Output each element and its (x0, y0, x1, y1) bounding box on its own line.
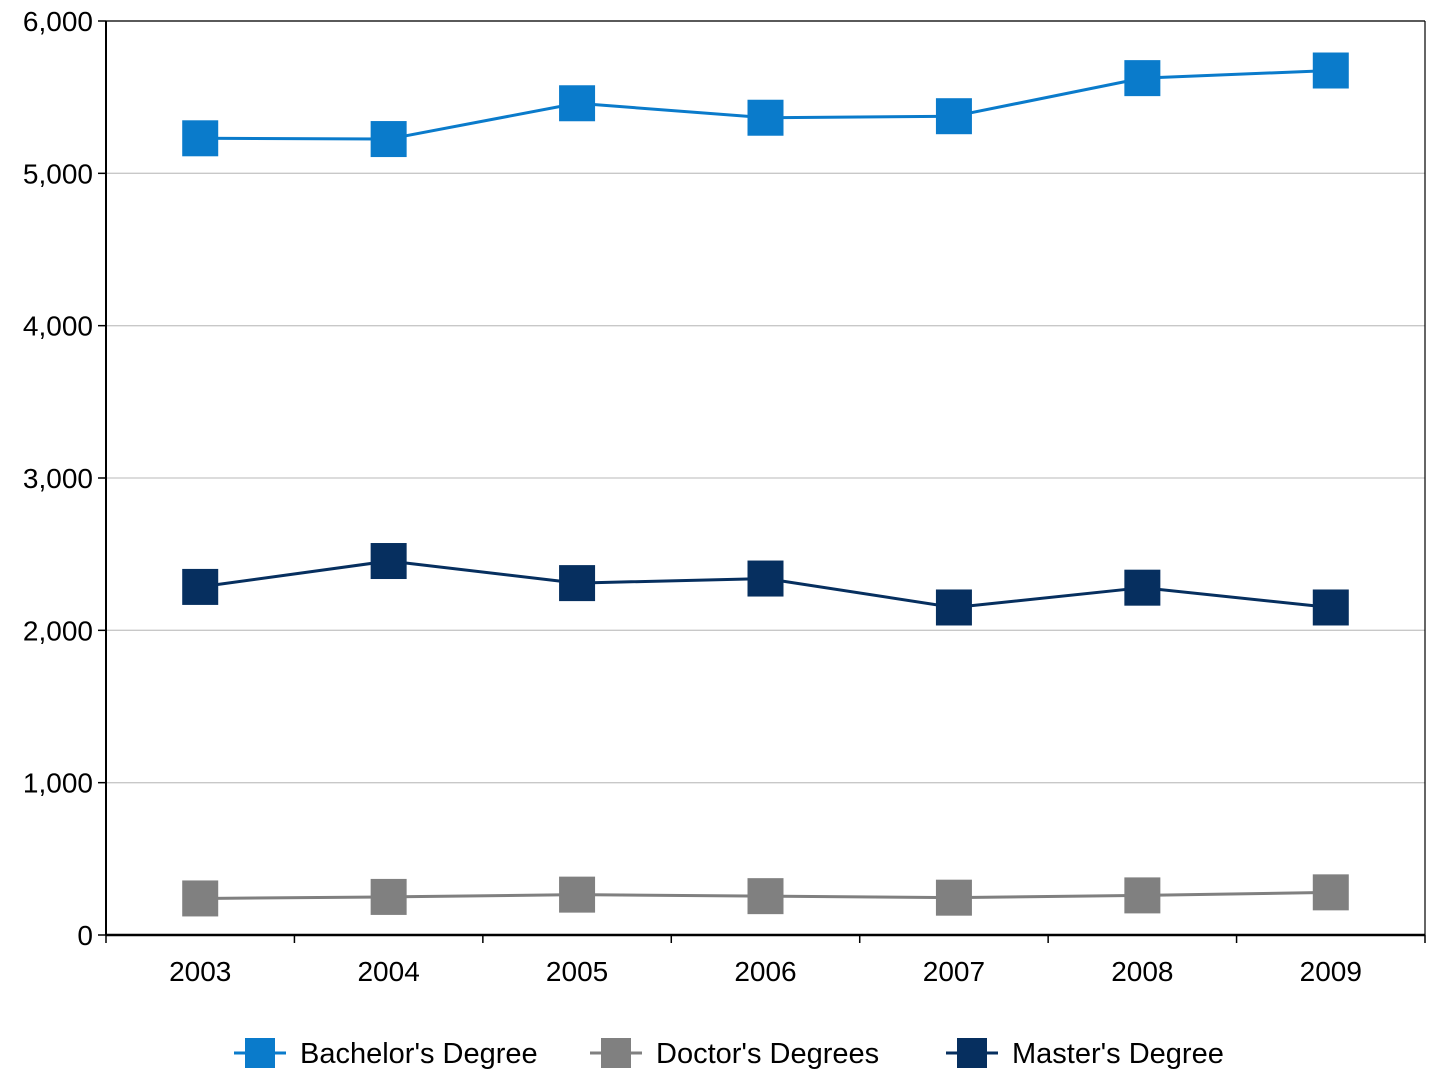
data-point-marker (370, 543, 407, 580)
x-tick-label: 2004 (357, 956, 419, 987)
legend-label: Master's Degree (1012, 1038, 1224, 1070)
legend: Bachelor's Degree Doctor's Degrees Master'… (234, 1038, 1224, 1070)
y-tick-label: 2,000 (23, 615, 93, 646)
legend-item-2: Master's Degree (946, 1038, 1224, 1070)
x-axis-tick-labels: 2003 2004 2005 2006 2007 2008 2009 (169, 956, 1362, 987)
data-point-marker (182, 568, 219, 605)
series-layer (182, 52, 1349, 917)
data-point-marker (747, 99, 784, 136)
series-1 (182, 874, 1349, 917)
y-tick-label: 3,000 (23, 463, 93, 494)
data-point-marker (370, 878, 407, 915)
data-point-marker (1124, 877, 1161, 914)
y-tick-label: 0 (77, 920, 93, 951)
y-tick-label: 4,000 (23, 311, 93, 342)
data-point-marker (935, 589, 972, 626)
y-axis-tick-labels: 0 1,000 2,000 3,000 4,000 5,000 6,000 (23, 6, 93, 951)
data-point-marker (1124, 569, 1161, 606)
x-tick-label: 2003 (169, 956, 231, 987)
data-point-marker (559, 876, 596, 913)
data-point-marker (935, 98, 972, 135)
data-point-marker (1312, 874, 1349, 911)
axes (98, 20, 1426, 943)
x-tick-label: 2006 (734, 956, 796, 987)
x-tick-label: 2009 (1300, 956, 1362, 987)
y-tick-label: 6,000 (23, 6, 93, 37)
data-point-marker (559, 565, 596, 602)
y-tick-label: 5,000 (23, 158, 93, 189)
data-point-marker (747, 560, 784, 597)
legend-marker-swatch (245, 1038, 275, 1068)
data-point-marker (747, 878, 784, 915)
legend-marker-swatch (957, 1038, 987, 1068)
data-point-marker (370, 121, 407, 158)
series-2 (182, 543, 1349, 626)
data-point-marker (559, 85, 596, 122)
legend-item-0: Bachelor's Degree (234, 1038, 538, 1070)
legend-item-1: Doctor's Degrees (590, 1038, 879, 1070)
data-point-marker (1124, 60, 1161, 97)
x-tick-label: 2005 (546, 956, 608, 987)
data-point-marker (1312, 589, 1349, 626)
legend-label: Bachelor's Degree (300, 1038, 538, 1070)
legend-label: Doctor's Degrees (656, 1038, 879, 1070)
series-0 (182, 52, 1349, 158)
data-point-marker (182, 120, 219, 157)
x-tick-label: 2007 (923, 956, 985, 987)
data-point-marker (1312, 52, 1349, 89)
data-point-marker (935, 879, 972, 916)
x-tick-label: 2008 (1111, 956, 1173, 987)
data-point-marker (182, 880, 219, 917)
y-tick-label: 1,000 (23, 768, 93, 799)
legend-marker-swatch (601, 1038, 631, 1068)
